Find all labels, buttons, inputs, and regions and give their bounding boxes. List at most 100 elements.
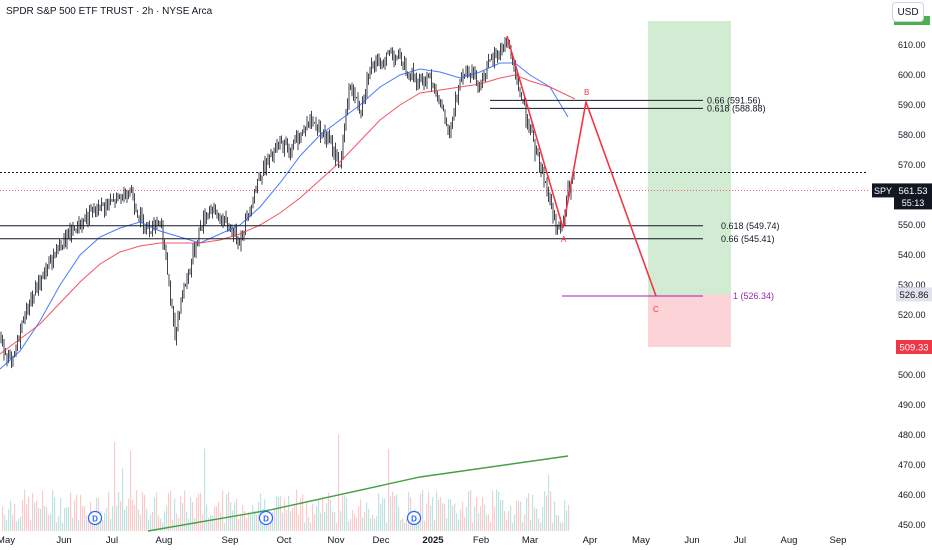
volume-bar [88,518,90,531]
volume-bar [542,506,544,531]
volume-bar [202,514,204,531]
volume-bar [464,517,466,531]
volume-bar [330,500,332,531]
volume-bar [548,475,550,531]
volume-bar [560,522,562,531]
volume-bar [212,515,214,531]
volume-bar [562,522,564,531]
volume-bar [556,515,558,531]
volume-bar [110,518,112,531]
moving-average-line-1[interactable] [0,62,569,370]
volume-bar [252,505,254,531]
volume-bar [58,515,60,531]
volume-bar [6,520,8,531]
volume-bar [504,511,506,531]
volume-bar [10,500,12,531]
volume-bar [310,522,312,531]
volume-bar [102,520,104,531]
volume-bar [22,500,24,531]
volume-bar [276,496,278,531]
volume-bar [386,522,388,531]
volume-bar [536,508,538,531]
volume-bar [196,497,198,531]
x-tick-label: Jul [106,535,118,546]
volume-bar [528,493,530,531]
volume-bar [274,507,276,531]
volume-bar [210,514,212,531]
volume-bar [2,506,4,531]
volume-bar [320,512,322,531]
volume-bar [30,520,32,531]
volume-bar [294,505,296,531]
currency-button[interactable]: USD [892,2,924,22]
volume-bar [384,498,386,531]
volume-bar [114,441,116,531]
volume-bar [566,510,568,531]
volume-bar [526,497,528,531]
volume-bar [180,496,182,531]
volume-bar [332,511,334,531]
volume-bar [60,497,62,531]
volume-bar [372,514,374,531]
fib-level-label: 0.66 (591.56) [707,95,761,105]
volume-bar [86,515,88,531]
volume-bar [488,514,490,531]
volume-bar [12,515,14,531]
volume-bar [92,519,94,531]
volume-bar [136,490,138,531]
volume-bar [306,500,308,531]
volume-bar [512,522,514,531]
volume-bar [258,502,260,531]
volume-bar [380,503,382,531]
volume-bar [436,491,438,531]
volume-bar [256,514,258,531]
dividend-marker[interactable] [87,510,103,526]
volume-bar [42,490,44,531]
y-tick-label: 540.00 [898,250,926,260]
volume-bar [130,450,132,531]
y-tick-label: 490.00 [898,400,926,410]
volume-bar [244,511,246,531]
volume-bar [432,497,434,531]
volume-bar [470,489,472,531]
price-label-badge [896,340,932,355]
volume-bar [336,522,338,531]
volume-trend-line[interactable] [147,455,569,532]
stop-zone[interactable] [648,294,731,348]
volume-bar [356,517,358,531]
profit-zone[interactable] [648,21,731,295]
volume-bar [176,513,178,531]
volume-bar [454,503,456,531]
volume-bar [362,517,364,531]
volume-bar [478,513,480,531]
volume-bar [116,506,118,531]
volume-bar [18,518,20,531]
volume-bar [120,501,122,531]
dividend-marker[interactable] [406,510,422,526]
volume-bar [480,506,482,531]
volume-bar [106,508,108,531]
price-axis-background [868,0,932,550]
volume-bar [440,497,442,531]
price-label-text: 526.86 [899,290,928,301]
abc-pattern-path[interactable] [506,35,657,297]
moving-average-line-2[interactable] [0,74,576,355]
dividend-marker[interactable] [258,510,274,526]
volume-bar [460,509,462,531]
volume-bar [82,506,84,531]
volume-bar [194,518,196,531]
volume-bar [518,501,520,531]
volume-bar [452,505,454,531]
fib-level-label: 0.66 (545.41) [721,234,775,244]
volume-bar [38,507,40,531]
volume-bar [222,490,224,531]
volume-bar [458,519,460,531]
volume-bar [186,511,188,531]
volume-bar [496,489,498,531]
volume-bar [346,497,348,531]
volume-bar [228,491,230,531]
volume-bar [532,495,534,531]
volume-bar [516,500,518,531]
